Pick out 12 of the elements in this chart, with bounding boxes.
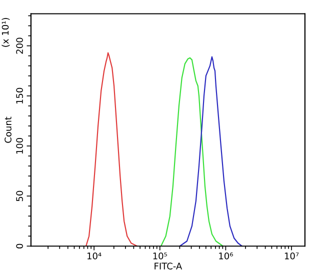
- y-tick-label: 0: [16, 244, 23, 248]
- x-tick-label: 10⁴: [87, 252, 102, 260]
- x-tick-label: 10⁵: [153, 252, 167, 260]
- y-axis-title: Count: [4, 116, 12, 143]
- x-tick-label: 10⁷: [284, 252, 299, 260]
- y-tick-label: 50: [16, 190, 23, 202]
- x-axis-title: FITC-A: [154, 262, 182, 270]
- x-tick-label: 10⁶: [219, 252, 233, 260]
- text: (x 10¹): [2, 18, 10, 47]
- y-tick-label: 150: [16, 88, 23, 104]
- y-tick-label: 100: [16, 138, 23, 154]
- y-tick-label: 200: [16, 38, 23, 54]
